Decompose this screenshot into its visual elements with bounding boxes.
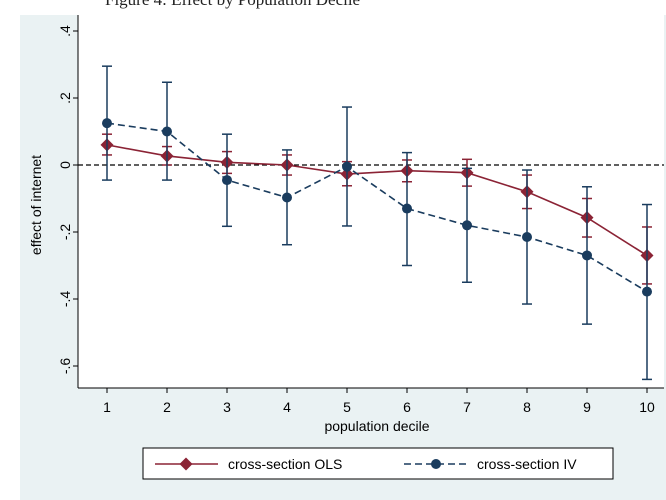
x-tick-label: 8 [523, 399, 531, 415]
x-tick-label: 2 [163, 399, 171, 415]
legend-iv-label: cross-section IV [477, 456, 577, 472]
series-iv [102, 65, 652, 381]
data-point [462, 220, 472, 231]
y-tick-label: -.6 [57, 358, 73, 375]
figure-caption: Figure 4: Effect by Population Decile [105, 0, 360, 10]
data-point [102, 118, 112, 129]
data-point [162, 126, 172, 137]
axes: .4 .2 0 -.2 -.4 -.6 1 2 3 4 5 6 7 8 9 10 [57, 15, 664, 415]
data-point [342, 161, 352, 172]
y-tick-label: .4 [57, 25, 73, 37]
y-axis-title: effect of internet [28, 155, 44, 255]
y-tick-label: -.4 [57, 291, 73, 308]
y-tick-label: .2 [57, 92, 73, 104]
y-tick-label: -.2 [57, 224, 73, 241]
x-tick-label: 1 [103, 399, 111, 415]
y-tick-label: 0 [57, 161, 73, 169]
data-point [522, 232, 532, 243]
data-point [282, 192, 292, 203]
legend: cross-section OLS cross-section IV [142, 447, 614, 480]
data-point [222, 175, 232, 186]
caption-strip: Figure 4: Effect by Population Decile [0, 0, 666, 14]
x-tick-label: 3 [223, 399, 231, 415]
x-tick-label: 4 [283, 399, 291, 415]
x-tick-label: 5 [343, 399, 351, 415]
data-point [642, 286, 652, 297]
legend-ols-marker [179, 457, 193, 471]
series-line [106, 122, 648, 293]
series-layer [100, 65, 654, 381]
x-tick-label: 6 [403, 399, 411, 415]
x-tick-label: 9 [583, 399, 591, 415]
x-axis-title: population decile [324, 418, 429, 434]
legend-box [142, 447, 614, 480]
series-line [106, 144, 648, 257]
plot-area [78, 15, 664, 388]
data-point [582, 250, 592, 261]
x-tick-label: 10 [639, 399, 655, 415]
x-tick-label: 7 [463, 399, 471, 415]
data-point [402, 203, 412, 214]
legend-ols-label: cross-section OLS [228, 456, 342, 472]
legend-iv-marker [431, 459, 441, 469]
